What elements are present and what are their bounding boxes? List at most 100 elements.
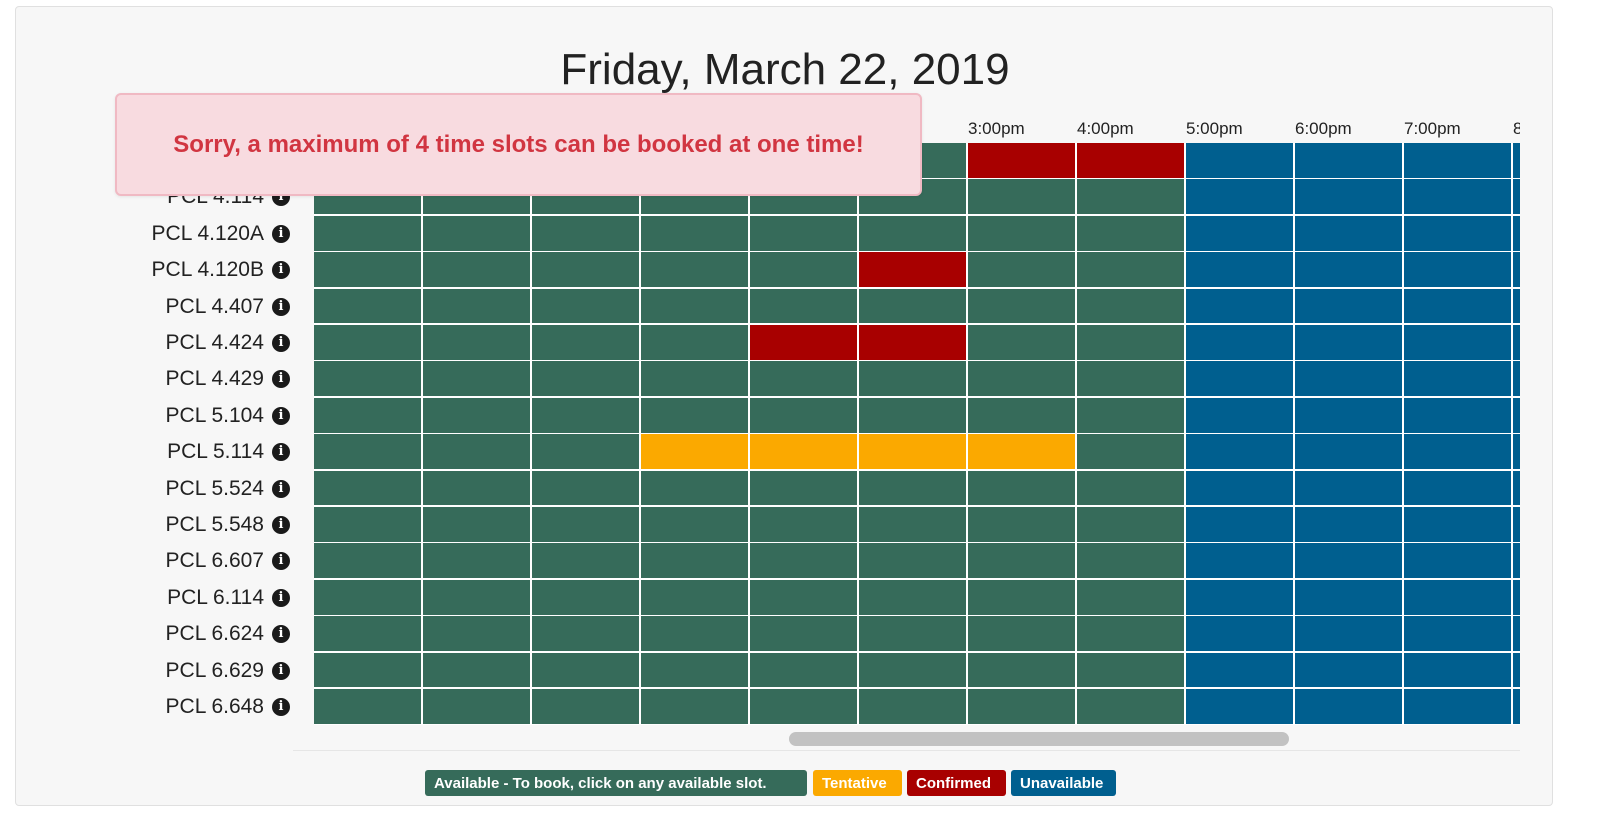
time-slot-available[interactable] (314, 434, 423, 472)
time-slot-confirmed[interactable] (1077, 143, 1186, 180)
time-slot-tentative[interactable] (750, 434, 859, 472)
time-slot-available[interactable] (423, 325, 532, 362)
time-slot-available[interactable] (968, 179, 1077, 217)
info-circle-icon[interactable]: i (272, 698, 290, 716)
time-slot-available[interactable] (750, 397, 859, 435)
time-slot-available[interactable] (641, 579, 750, 617)
time-slot-available[interactable] (532, 215, 641, 253)
time-slot-available[interactable] (314, 470, 423, 508)
time-slot-available[interactable] (532, 252, 641, 290)
time-slot-available[interactable] (750, 470, 859, 508)
time-slot-available[interactable] (423, 689, 532, 725)
time-slot-available[interactable] (750, 652, 859, 690)
time-slot-available[interactable] (641, 325, 750, 362)
info-circle-icon[interactable]: i (272, 224, 290, 243)
time-slot-available[interactable] (314, 252, 423, 290)
time-slot-available[interactable] (750, 507, 859, 544)
time-slot-available[interactable] (1077, 397, 1186, 435)
time-slot-available[interactable] (1077, 361, 1186, 399)
time-slot-available[interactable] (314, 397, 423, 435)
time-slot-available[interactable] (641, 616, 750, 654)
time-slot-available[interactable] (1077, 179, 1186, 217)
time-slot-available[interactable] (314, 325, 423, 362)
time-slot-available[interactable] (1077, 215, 1186, 253)
time-slot-available[interactable] (750, 689, 859, 725)
time-slot-available[interactable] (532, 543, 641, 581)
time-slot-confirmed[interactable] (859, 325, 968, 362)
time-slot-available[interactable] (641, 288, 750, 326)
time-slot-available[interactable] (859, 543, 968, 581)
time-slot-available[interactable] (641, 689, 750, 725)
info-circle-icon[interactable]: i (272, 552, 290, 571)
time-slot-available[interactable] (641, 507, 750, 544)
time-slot-available[interactable] (641, 543, 750, 581)
time-slot-available[interactable] (423, 215, 532, 253)
time-slot-available[interactable] (423, 652, 532, 690)
time-slot-available[interactable] (314, 652, 423, 690)
time-slot-available[interactable] (423, 397, 532, 435)
time-slot-available[interactable] (314, 689, 423, 725)
time-slot-available[interactable] (532, 361, 641, 399)
time-slot-available[interactable] (532, 470, 641, 508)
time-slot-available[interactable] (859, 288, 968, 326)
time-slot-available[interactable] (423, 507, 532, 544)
info-circle-icon[interactable]: i (272, 297, 290, 316)
info-circle-icon[interactable]: i (272, 334, 290, 352)
time-slot-available[interactable] (968, 397, 1077, 435)
time-slot-available[interactable] (423, 579, 532, 617)
time-slot-available[interactable] (423, 361, 532, 399)
time-slot-available[interactable] (968, 252, 1077, 290)
info-circle-icon[interactable]: i (272, 516, 290, 534)
time-slot-available[interactable] (423, 434, 532, 472)
time-slot-available[interactable] (1077, 507, 1186, 544)
time-slot-available[interactable] (532, 397, 641, 435)
time-slot-available[interactable] (314, 361, 423, 399)
time-slot-available[interactable] (314, 543, 423, 581)
time-slot-available[interactable] (641, 215, 750, 253)
time-slot-available[interactable] (314, 507, 423, 544)
info-circle-icon[interactable]: i (272, 261, 290, 280)
booking-grid[interactable]: 3:00pm 4:00pm 5:00pm 6:00pm 7:00pm 8 (293, 105, 1520, 725)
time-slot-available[interactable] (1077, 470, 1186, 508)
time-slot-available[interactable] (1077, 434, 1186, 472)
time-slot-confirmed[interactable] (750, 325, 859, 362)
info-circle-icon[interactable]: i (272, 588, 290, 607)
info-circle-icon[interactable]: i (272, 406, 290, 425)
time-slot-available[interactable] (532, 288, 641, 326)
time-slot-available[interactable] (423, 470, 532, 508)
time-slot-available[interactable] (641, 397, 750, 435)
time-slot-available[interactable] (859, 397, 968, 435)
time-slot-available[interactable] (859, 689, 968, 725)
time-slot-available[interactable] (968, 507, 1077, 544)
time-slot-available[interactable] (532, 616, 641, 654)
time-slot-available[interactable] (968, 689, 1077, 725)
time-slot-available[interactable] (859, 507, 968, 544)
time-slot-available[interactable] (1077, 616, 1186, 654)
info-circle-icon[interactable]: i (272, 479, 290, 498)
time-slot-available[interactable] (423, 252, 532, 290)
time-slot-available[interactable] (750, 361, 859, 399)
info-circle-icon[interactable]: i (272, 661, 290, 680)
time-slot-available[interactable] (750, 215, 859, 253)
time-slot-available[interactable] (641, 652, 750, 690)
time-slot-available[interactable] (423, 543, 532, 581)
time-slot-available[interactable] (750, 579, 859, 617)
time-slot-available[interactable] (1077, 689, 1186, 725)
time-slot-available[interactable] (314, 616, 423, 654)
time-slot-available[interactable] (641, 361, 750, 399)
time-slot-available[interactable] (1077, 652, 1186, 690)
time-slot-available[interactable] (859, 616, 968, 654)
time-slot-available[interactable] (1077, 252, 1186, 290)
time-slot-confirmed[interactable] (968, 143, 1077, 180)
info-circle-icon[interactable]: i (272, 370, 290, 389)
time-slot-available[interactable] (750, 616, 859, 654)
time-slot-tentative[interactable] (859, 434, 968, 472)
info-circle-icon[interactable]: i (272, 625, 290, 644)
time-slot-available[interactable] (859, 652, 968, 690)
time-slot-available[interactable] (1077, 325, 1186, 362)
time-slot-available[interactable] (532, 652, 641, 690)
time-slot-available[interactable] (750, 543, 859, 581)
time-slot-available[interactable] (968, 652, 1077, 690)
time-slot-available[interactable] (532, 507, 641, 544)
time-slot-available[interactable] (1077, 579, 1186, 617)
